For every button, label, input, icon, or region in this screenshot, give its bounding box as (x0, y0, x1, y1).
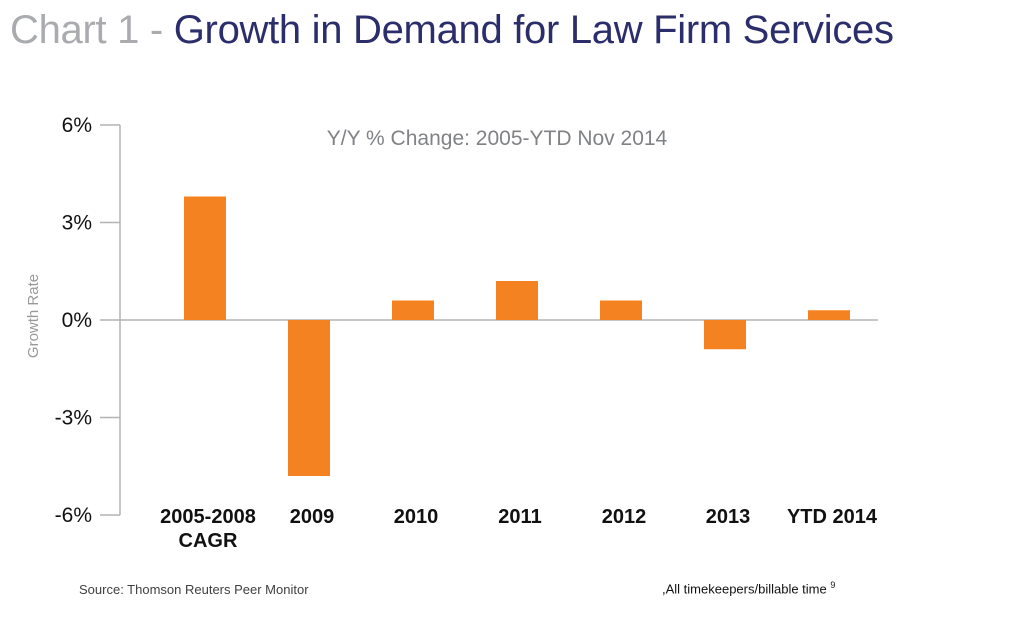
page-title: Chart 1 - Growth in Demand for Law Firm … (10, 8, 894, 53)
chart-title: Y/Y % Change: 2005-YTD Nov 2014 (327, 127, 668, 150)
bar (600, 300, 642, 320)
footnote-number: 9 (830, 580, 836, 590)
x-tick-label: 2011 (498, 506, 541, 528)
bar (392, 300, 434, 320)
bar (808, 310, 850, 320)
x-tick-label: 2009 (290, 506, 335, 528)
bar (288, 320, 330, 476)
title-prefix: Chart 1 - (10, 8, 174, 52)
y-tick-label: -3% (55, 407, 92, 430)
bar (704, 320, 746, 350)
y-tick-label: 0% (62, 309, 92, 332)
x-tick-label: 2013 (706, 506, 751, 528)
footnote: ,All timekeepers/billable time 9 (662, 580, 835, 596)
y-tick-label: 3% (62, 212, 92, 235)
y-tick-label: -6% (55, 504, 92, 527)
title-main: Growth in Demand for Law Firm Services (173, 8, 894, 52)
bar (496, 281, 538, 320)
x-tick-label: 2012 (602, 506, 647, 528)
x-tick-label: YTD 2014 (787, 506, 878, 528)
x-tick-label: 2005-2008 CAGR (160, 506, 256, 552)
footnote-text: ,All timekeepers/billable time (662, 581, 827, 597)
x-tick-label: 2010 (394, 506, 439, 528)
source-note: Source: Thomson Reuters Peer Monitor (79, 582, 309, 597)
y-tick-label: 6% (62, 114, 92, 137)
bar-chart: Y/Y % Change: 2005-YTD Nov 2014 Growth R… (25, 114, 878, 552)
y-axis-label: Growth Rate (25, 274, 42, 358)
bar (184, 196, 226, 320)
